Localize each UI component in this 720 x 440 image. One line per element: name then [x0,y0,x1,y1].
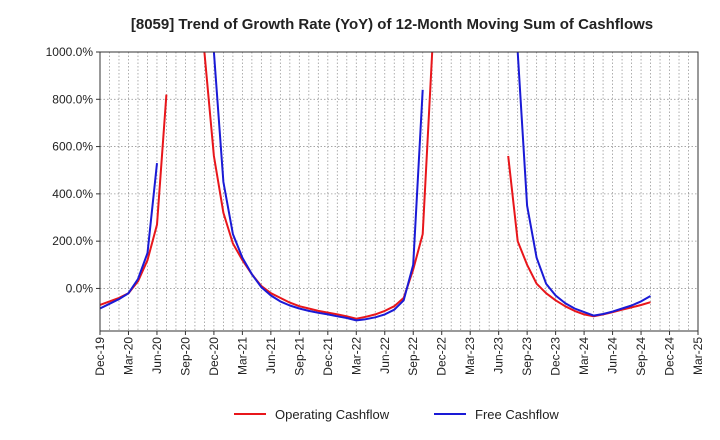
x-tick-label: Jun-21 [264,337,278,374]
x-tick-label: Jun-20 [150,337,164,374]
y-tick-label: 0.0% [66,281,94,295]
x-tick-label: Jun-23 [492,337,506,374]
x-tick-label: Dec-23 [549,337,563,376]
x-tick-label: Mar-24 [577,337,591,375]
legend-label-free-cashflow: Free Cashflow [475,407,559,422]
x-tick-label: Mar-21 [235,337,249,375]
legend: Operating Cashflow Free Cashflow [234,407,559,422]
x-tick-label: Dec-24 [663,337,677,376]
x-tick-label: Mar-25 [691,337,705,375]
x-tick-label: Sep-20 [178,337,192,376]
grid [100,51,698,331]
legend-label-operating-cashflow: Operating Cashflow [275,407,390,422]
series-line-operating-cashflow [100,94,168,306]
x-tick-label: Mar-23 [463,337,477,375]
chart-title: [8059] Trend of Growth Rate (YoY) of 12-… [131,16,653,33]
series-line-free-cashflow [516,52,651,317]
x-tick-label: Dec-20 [207,337,221,376]
plot-area-frame [99,51,699,332]
series-line-free-cashflow [100,162,158,310]
x-tick-label: Dec-21 [321,337,335,376]
x-tick-label: Dec-19 [93,337,107,376]
y-tick-label: 800.0% [52,92,93,106]
x-axis-ticks: Dec-19 Mar-20 Jun-20 Sep-20 Dec-20 Mar-21 Jun-… [93,331,705,376]
series-line-operating-cashflow [507,155,651,318]
x-tick-label: Jun-24 [606,337,620,374]
x-tick-label: Sep-24 [634,337,648,376]
y-tick-label: 400.0% [52,187,93,201]
y-tick-label: 600.0% [52,140,93,154]
x-tick-label: Sep-22 [406,337,420,376]
x-tick-label: Sep-23 [520,337,534,376]
series-lines [100,52,651,322]
x-tick-label: Jun-22 [378,337,392,374]
x-tick-label: Dec-22 [435,337,449,376]
series-line-free-cashflow [212,52,424,322]
y-axis-ticks: 1000.0% 800.0% 600.0% 400.0% 200.0% 0.0% [46,45,100,295]
x-tick-label: Sep-21 [292,337,306,376]
x-tick-label: Mar-22 [349,337,363,375]
y-tick-label: 1000.0% [46,45,94,59]
x-tick-label: Mar-20 [121,337,135,375]
y-tick-label: 200.0% [52,234,93,248]
series-line-operating-cashflow [203,52,434,320]
